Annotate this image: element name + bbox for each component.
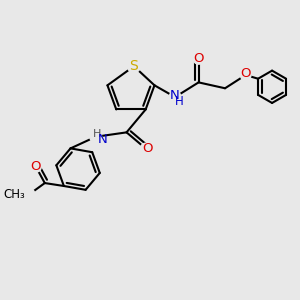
Text: N: N: [97, 133, 107, 146]
Text: O: O: [142, 142, 152, 155]
Circle shape: [169, 91, 181, 103]
Text: H: H: [93, 129, 101, 140]
Text: S: S: [130, 59, 138, 73]
Circle shape: [240, 70, 251, 80]
Text: O: O: [193, 52, 204, 65]
Circle shape: [193, 54, 204, 64]
Text: N: N: [170, 89, 180, 102]
Circle shape: [140, 143, 151, 154]
Text: O: O: [240, 67, 251, 80]
Text: H: H: [175, 95, 183, 108]
Circle shape: [90, 131, 102, 143]
Circle shape: [22, 188, 35, 201]
Circle shape: [128, 60, 140, 73]
Text: O: O: [31, 160, 41, 173]
Circle shape: [31, 162, 41, 172]
Text: CH₃: CH₃: [3, 188, 25, 201]
